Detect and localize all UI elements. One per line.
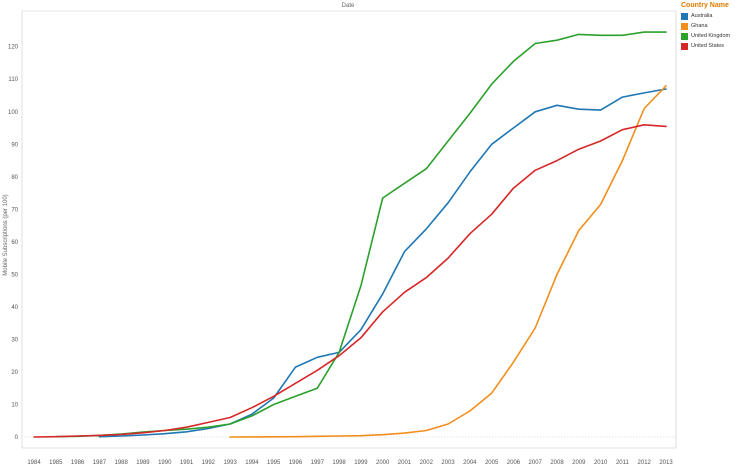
y-tick-label: 70 <box>11 207 18 213</box>
series-line-ghana <box>229 85 667 438</box>
x-tick-label: 1988 <box>114 460 128 466</box>
x-tick-label: 2011 <box>616 460 630 466</box>
x-tick-label: 2009 <box>572 460 586 466</box>
legend-item[interactable]: Australia <box>681 11 753 21</box>
legend-swatch <box>681 42 688 50</box>
x-tick-label: 2010 <box>594 460 608 466</box>
x-tick-label: 2012 <box>638 460 652 466</box>
x-tick-label: 2007 <box>529 460 543 466</box>
x-tick-label: 1992 <box>202 460 216 466</box>
x-tick-label: 2008 <box>550 460 564 466</box>
legend-swatch <box>681 12 688 20</box>
x-tick-label: 2006 <box>507 460 521 466</box>
y-axis-ticks: 0 10 20 30 40 50 60 70 80 90 100 110 120 <box>8 45 19 441</box>
series-line-australia <box>98 88 667 438</box>
legend-item[interactable]: United States <box>681 41 753 51</box>
x-tick-label: 1996 <box>289 460 303 466</box>
legend-item[interactable]: Ghana <box>681 21 753 31</box>
y-tick-label: 10 <box>11 402 18 408</box>
legend-swatch <box>681 22 688 30</box>
y-axis-title: Mobile Subscriptions (per 100) <box>3 194 9 275</box>
series-lines <box>33 31 667 438</box>
legend-label: United States <box>691 43 725 49</box>
y-tick-label: 80 <box>11 175 18 181</box>
y-tick-label: 60 <box>11 240 18 246</box>
legend-label: Australia <box>691 13 713 19</box>
y-tick-label: 120 <box>8 45 19 51</box>
x-tick-label: 2003 <box>441 460 455 466</box>
x-tick-label: 2013 <box>659 460 673 466</box>
y-tick-label: 0 <box>15 435 19 441</box>
legend-title: Country Name <box>681 2 729 9</box>
legend-label: Ghana <box>691 23 708 29</box>
x-tick-label: 1987 <box>93 460 107 466</box>
x-tick-label: 2000 <box>376 460 390 466</box>
x-tick-label: 1989 <box>136 460 150 466</box>
x-tick-label: 1998 <box>332 460 346 466</box>
x-tick-label: 2004 <box>463 460 477 466</box>
x-tick-label: 1984 <box>27 460 41 466</box>
x-tick-label: 2001 <box>398 460 412 466</box>
x-tick-label: 1993 <box>223 460 237 466</box>
x-tick-label: 1995 <box>267 460 281 466</box>
x-tick-label: 1999 <box>354 460 368 466</box>
y-tick-label: 20 <box>11 370 18 376</box>
legend-swatch <box>681 32 688 40</box>
chart-title: Date <box>342 3 355 9</box>
legend-items: Australia Ghana United Kingdom United State… <box>681 11 753 51</box>
x-tick-label: 1994 <box>245 460 259 466</box>
x-tick-label: 2002 <box>420 460 434 466</box>
x-tick-label: 1990 <box>158 460 172 466</box>
x-tick-label: 2005 <box>485 460 499 466</box>
legend: Country Name Australia Ghana United Kingdo… <box>681 2 753 51</box>
series-line-united-states <box>33 124 667 438</box>
y-tick-label: 90 <box>11 142 18 148</box>
x-tick-label: 1985 <box>49 460 63 466</box>
legend-item[interactable]: United Kingdom <box>681 31 753 41</box>
x-tick-label: 1991 <box>180 460 194 466</box>
y-tick-label: 100 <box>8 110 19 116</box>
x-tick-label: 1997 <box>311 460 325 466</box>
legend-label: United Kingdom <box>691 33 731 39</box>
y-tick-label: 30 <box>11 337 18 343</box>
x-axis-ticks: 1984 1985 1986 1987 1988 1989 1990 1991 1992 1993… <box>27 460 673 466</box>
y-tick-label: 40 <box>11 305 18 311</box>
y-tick-label: 110 <box>8 77 18 83</box>
y-tick-label: 50 <box>11 272 18 278</box>
x-tick-label: 1986 <box>71 460 85 466</box>
